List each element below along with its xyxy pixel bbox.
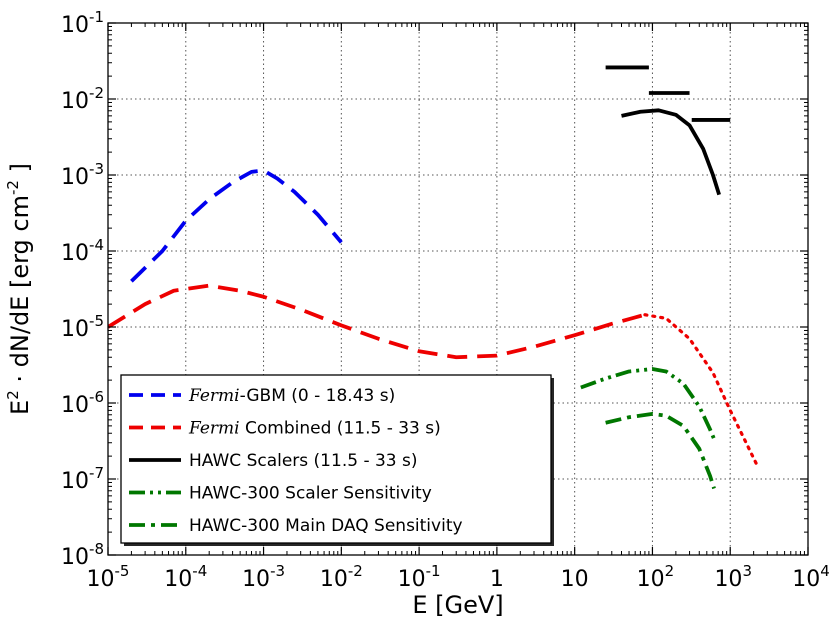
series-line	[580, 367, 718, 444]
x-tick-label: 10	[561, 567, 589, 592]
y-tick-label: 10-5	[61, 312, 104, 342]
series-4	[580, 367, 718, 444]
y-tick-label: 10-8	[61, 540, 104, 570]
series-line	[130, 168, 343, 283]
x-tick-label: 10-2	[320, 562, 363, 592]
series-line	[643, 313, 760, 470]
legend-label: HAWC Scalers (11.5 - 33 s)	[189, 451, 418, 471]
y-tick-label: 10-3	[61, 160, 104, 190]
legend-label: Fermi-GBM (0 - 18.43 s)	[188, 386, 395, 406]
legend-label: HAWC-300 Main DAQ Sensitivity	[189, 516, 463, 536]
grid-lines	[108, 23, 808, 555]
y-axis-title: E2 · dN/dE [erg cm-2 ]	[4, 163, 34, 415]
y-tick-label: 10-2	[61, 84, 104, 114]
legend-label: HAWC-300 Scaler Sensitivity	[189, 484, 432, 504]
series-layer	[108, 65, 760, 490]
y-tick-labels: 10-8 10-7 10-6 10-5 10-4 10-3 10-2 10-1	[61, 8, 104, 570]
series-5	[605, 411, 716, 490]
x-axis-title: E [GeV]	[412, 591, 503, 619]
series-3	[605, 65, 731, 196]
series-line	[621, 108, 721, 196]
y-tick-label: 10-1	[61, 8, 104, 38]
y-tick-label: 10-7	[61, 464, 104, 494]
y-tick-label: 10-6	[61, 388, 104, 418]
x-tick-label: 1	[490, 567, 504, 592]
series-line	[605, 411, 716, 490]
x-tick-label: 102	[637, 562, 675, 592]
x-tick-label: 103	[714, 562, 752, 592]
axis-ticks	[107, 22, 809, 556]
series-1	[130, 168, 343, 283]
legend-label: Fermi Combined (11.5 - 33 s)	[188, 419, 441, 439]
legend-box	[120, 374, 552, 544]
x-tick-label: 10-4	[164, 562, 207, 592]
x-tick-labels: 10-5 10-4 10-3 10-2 10-1 1 10 102 103 104	[87, 562, 830, 592]
x-tick-label: 10-3	[242, 562, 285, 592]
x-tick-label: 104	[792, 562, 830, 592]
legend: Fermi-GBM (0 - 18.43 s) Fermi Combined (1…	[120, 374, 554, 546]
x-tick-label: 10-1	[398, 562, 441, 592]
y-tick-label: 10-4	[61, 236, 104, 266]
series-line	[108, 283, 646, 360]
series-2	[108, 283, 760, 470]
x-tick-label: 10-5	[87, 562, 130, 592]
plot-frame	[107, 22, 809, 556]
